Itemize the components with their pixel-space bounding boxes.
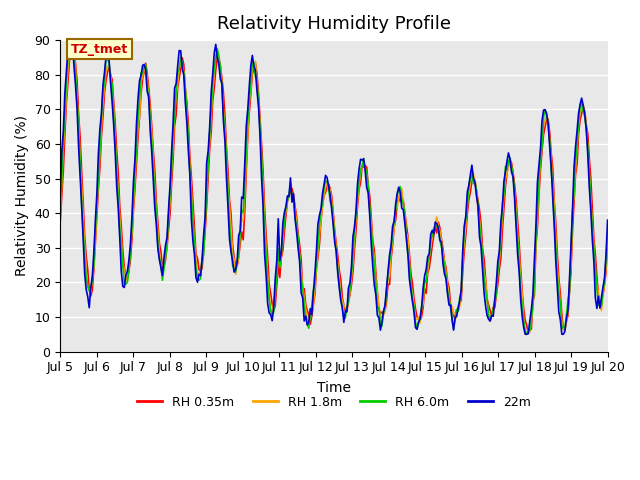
RH 0.35m bbox=[68, 44, 76, 50]
22m bbox=[221, 138, 228, 144]
22m bbox=[298, 290, 305, 296]
Line: 22m: 22m bbox=[60, 40, 607, 334]
RH 1.8m bbox=[239, 218, 247, 224]
RH 1.8m bbox=[221, 126, 228, 132]
RH 0.35m bbox=[239, 237, 247, 242]
22m bbox=[604, 217, 611, 223]
RH 6.0m bbox=[56, 210, 64, 216]
RH 6.0m bbox=[248, 60, 256, 66]
RH 0.35m bbox=[524, 331, 532, 336]
RH 1.8m bbox=[56, 210, 64, 216]
RH 0.35m bbox=[604, 240, 611, 246]
Line: RH 0.35m: RH 0.35m bbox=[60, 47, 607, 334]
RH 0.35m bbox=[56, 219, 64, 225]
Line: RH 1.8m: RH 1.8m bbox=[60, 46, 607, 334]
RH 6.0m bbox=[67, 37, 75, 43]
Text: TZ_tmet: TZ_tmet bbox=[71, 43, 129, 56]
22m bbox=[522, 331, 529, 337]
22m bbox=[239, 195, 247, 201]
22m bbox=[576, 101, 584, 107]
Y-axis label: Relativity Humidity (%): Relativity Humidity (%) bbox=[15, 115, 29, 276]
RH 1.8m bbox=[68, 43, 76, 49]
22m bbox=[248, 52, 256, 58]
Line: RH 6.0m: RH 6.0m bbox=[60, 40, 607, 334]
RH 0.35m bbox=[576, 117, 584, 123]
22m bbox=[65, 37, 73, 43]
RH 6.0m bbox=[576, 102, 584, 108]
RH 6.0m bbox=[604, 229, 611, 235]
RH 6.0m bbox=[239, 210, 247, 216]
RH 6.0m bbox=[298, 276, 305, 281]
Legend: RH 0.35m, RH 1.8m, RH 6.0m, 22m: RH 0.35m, RH 1.8m, RH 6.0m, 22m bbox=[132, 391, 536, 414]
RH 1.8m bbox=[298, 269, 305, 275]
22m bbox=[125, 258, 132, 264]
RH 1.8m bbox=[125, 263, 132, 269]
RH 6.0m bbox=[523, 331, 531, 337]
RH 1.8m bbox=[248, 65, 256, 71]
RH 0.35m bbox=[221, 113, 228, 119]
RH 6.0m bbox=[221, 132, 228, 137]
Title: Relativity Humidity Profile: Relativity Humidity Profile bbox=[217, 15, 451, 33]
RH 0.35m bbox=[125, 268, 132, 274]
RH 6.0m bbox=[125, 267, 132, 273]
RH 0.35m bbox=[298, 257, 305, 263]
22m bbox=[56, 191, 64, 196]
RH 1.8m bbox=[604, 233, 611, 239]
RH 0.35m bbox=[248, 72, 256, 77]
X-axis label: Time: Time bbox=[317, 381, 351, 395]
RH 1.8m bbox=[576, 108, 584, 114]
RH 1.8m bbox=[522, 331, 529, 337]
